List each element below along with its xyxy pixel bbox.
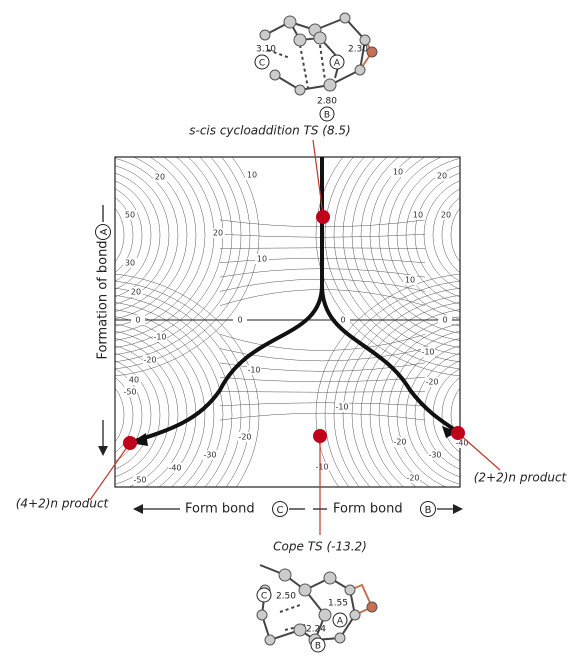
contour [361,308,581,522]
plot-frame [115,157,460,487]
contour-label: -50 [123,388,136,397]
stationary-point [316,210,330,224]
contour [352,301,581,529]
contour-label: 40 [129,376,139,385]
contour [433,364,527,466]
stationary-point [313,429,327,443]
contour [370,135,581,335]
molecule-label: A [337,617,344,627]
contour [424,177,536,293]
contour [361,128,581,342]
contour [0,121,223,349]
molecule-label: C [261,592,267,602]
contour [406,343,554,487]
contour [0,301,223,529]
contour [220,413,425,420]
contour [370,315,581,515]
contour-label: 0 [340,316,345,325]
contour-label: -10 [421,348,434,357]
molecule-label: B [315,642,321,652]
contour-label: -30 [203,451,216,460]
leader-line [458,433,500,470]
molecule-labels: 3.10 C 2.30 A 2.80 B [255,45,368,122]
axis-label: Formation of bond [96,240,111,359]
contour [406,163,554,307]
contour-label: 10 [405,276,415,285]
contour-label: -20 [143,356,156,365]
contour-label: -20 [238,433,251,442]
contour-label: -10 [247,366,260,375]
contour [220,334,425,350]
molecule-label: 3.10 [256,45,276,55]
reaction-path [132,157,322,442]
contour-label: -20 [425,378,438,387]
contour-label: 10 [413,211,423,220]
stationary-point [123,436,137,450]
arrow-head [133,504,143,514]
contour [57,371,133,459]
contour-label: 20 [155,173,165,182]
annotation: s-cis cycloaddition TS (8.5) [189,124,350,138]
molecule-label: 2.80 [317,97,337,107]
contour-label: -10 [335,403,348,412]
contour-label: 0 [237,316,242,325]
axis-label: Form bond [185,502,255,517]
contour-label: 10 [393,168,403,177]
axis-label: Form bond [333,502,403,517]
contour-label: 10 [257,255,267,264]
contour-label: 0 [135,316,140,325]
bond-letter: A [99,228,110,235]
bond-letter: B [425,505,432,516]
contour [325,100,581,370]
contour [433,184,527,286]
contour [39,357,151,473]
annotation: (2+2)n product [474,471,568,485]
contour-label: -30 [428,451,441,460]
contour [442,371,518,459]
contour [220,377,425,382]
molecule-label: 2.30 [348,45,368,55]
contour-label: 20 [213,229,223,238]
molecule-label: A [334,59,341,69]
contour-label: -20 [393,438,406,447]
bond-letter: C [277,505,284,516]
contour [220,392,425,393]
arrow-head [453,504,463,514]
contour-label: -40 [168,464,181,473]
contour-label: -10 [153,333,166,342]
contour [334,107,581,363]
contour [397,156,563,314]
molecule-label: C [259,59,265,69]
annotation: (4+2)n product [16,497,110,511]
molecule-label: B [324,111,330,121]
leader-line [90,443,130,500]
contour-label: 10 [247,171,257,180]
arrow-head [98,446,108,456]
contour [352,121,581,349]
contour [220,403,425,406]
contour [30,350,160,480]
contour-label: 0 [442,316,447,325]
molecule-label: 2.50 [276,592,296,602]
contour [343,294,581,536]
stationary-point [451,426,465,440]
contour [388,149,572,321]
molecule-label: 1.55 [328,599,348,609]
contour-label: -50 [133,476,146,485]
contour-label: 20 [437,172,447,181]
contour-label: 20 [131,288,141,297]
figure: 10 10 20 20 50 10 20 20 30 10 10 20 0 0 0 0 -10 -20 40 -50 -… [0,0,581,667]
contour-label: -10 [315,463,328,472]
contour-label: 20 [441,211,451,220]
contour-label: 30 [125,259,135,268]
annotation: Cope TS (-13.2) [273,540,367,554]
contour-label: -20 [406,474,419,483]
y-axis: Formation of bond A [96,205,111,360]
contour-label: 50 [125,211,135,220]
contour [415,170,545,300]
contour [442,191,518,279]
molecule-label: 2.24 [306,625,326,635]
